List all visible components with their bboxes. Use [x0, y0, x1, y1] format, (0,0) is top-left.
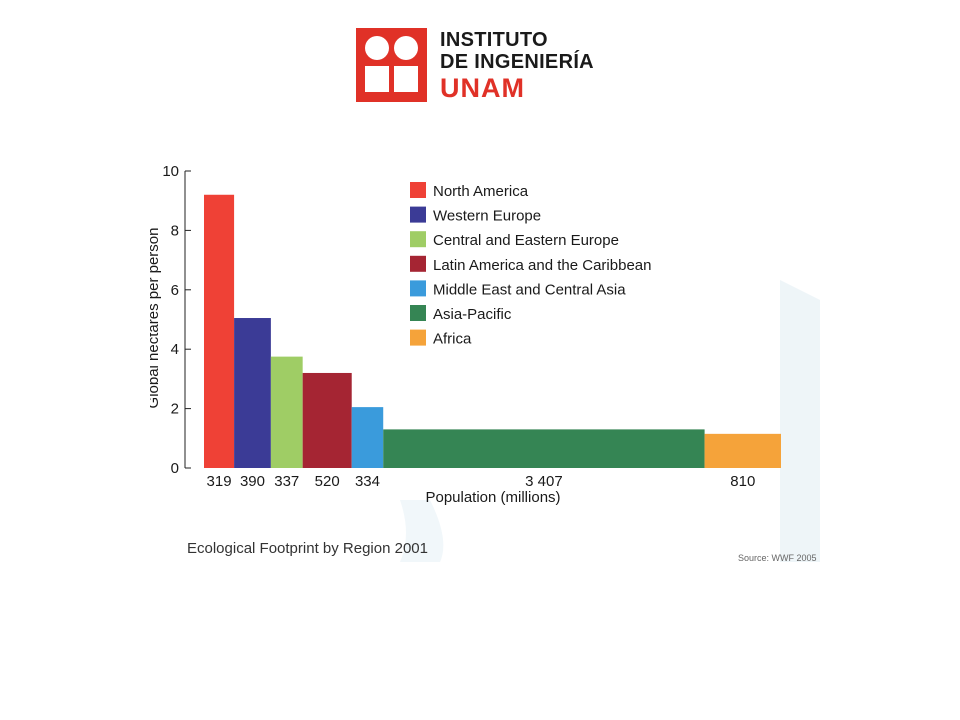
bar-asia-pacific — [383, 429, 705, 468]
legend-entry: North America — [433, 183, 529, 200]
legend-entry: Africa — [433, 331, 472, 348]
y-axis-label: Global hectares per person — [150, 228, 162, 409]
legend: North America Western Europe Central and E… — [410, 182, 651, 348]
x-tick-label: 334 — [355, 473, 380, 490]
bar-central-and-eastern-europe — [270, 356, 303, 468]
legend-entry: Central and Eastern Europe — [433, 232, 619, 249]
x-tick-label: 319 — [207, 473, 232, 490]
bar-latin-america-and-the-caribbean — [302, 372, 352, 468]
x-axis-label: Population (millions) — [425, 489, 560, 506]
y-tick-label: 2 — [171, 401, 179, 418]
chart-figure: 0 2 4 6 8 10 319 390 337 520 334 3 407 810 North Am… — [150, 140, 820, 562]
legend-swatch — [410, 182, 426, 198]
background-watermark — [400, 280, 820, 562]
x-tick-label: 810 — [730, 473, 755, 490]
logo-block-right — [394, 66, 418, 92]
logo-mark-icon — [356, 28, 427, 102]
chart-source: Source: WWF 2005 — [738, 553, 817, 563]
logo-circle-left — [365, 36, 389, 60]
legend-entry: Middle East and Central Asia — [433, 281, 626, 298]
legend-swatch — [410, 206, 426, 223]
x-tick-labels: 319 390 337 520 334 3 407 810 — [207, 473, 756, 490]
legend-swatch — [410, 305, 426, 321]
y-tick-label: 0 — [171, 460, 179, 477]
bar-western-europe — [234, 318, 271, 468]
x-tick-label: 3 407 — [525, 473, 563, 490]
y-axis: 0 2 4 6 8 10 — [162, 163, 191, 477]
legend-swatch — [410, 280, 426, 297]
legend-entry: Latin America and the Caribbean — [433, 257, 651, 274]
y-tick-label: 4 — [171, 341, 179, 358]
x-tick-label: 337 — [274, 473, 299, 490]
legend-swatch — [410, 329, 426, 346]
x-tick-label: 520 — [315, 473, 340, 490]
x-tick-label: 390 — [240, 473, 265, 490]
legend-entry: Asia-Pacific — [433, 306, 512, 323]
y-tick-label: 10 — [162, 163, 179, 180]
chart-title: Ecological Footprint by Region 2001 — [187, 540, 428, 557]
bars — [204, 194, 781, 468]
bar-north-america — [204, 194, 235, 468]
logo-line-3: UNAM — [440, 73, 525, 103]
bar-middle-east-and-central-asia — [351, 407, 384, 468]
legend-swatch — [410, 255, 426, 272]
y-tick-label: 8 — [171, 222, 179, 239]
logo-line-1: INSTITUTO — [440, 29, 548, 51]
legend-swatch — [410, 231, 426, 248]
logo-line-2: DE INGENIERÍA — [440, 51, 594, 73]
logo-block-left — [365, 66, 389, 92]
logo-circle-right — [394, 36, 418, 60]
institute-logo: INSTITUTO DE INGENIERÍA UNAM — [356, 28, 616, 104]
y-tick-label: 6 — [171, 282, 179, 299]
bar-africa — [704, 433, 781, 468]
legend-entry: Western Europe — [433, 208, 541, 225]
